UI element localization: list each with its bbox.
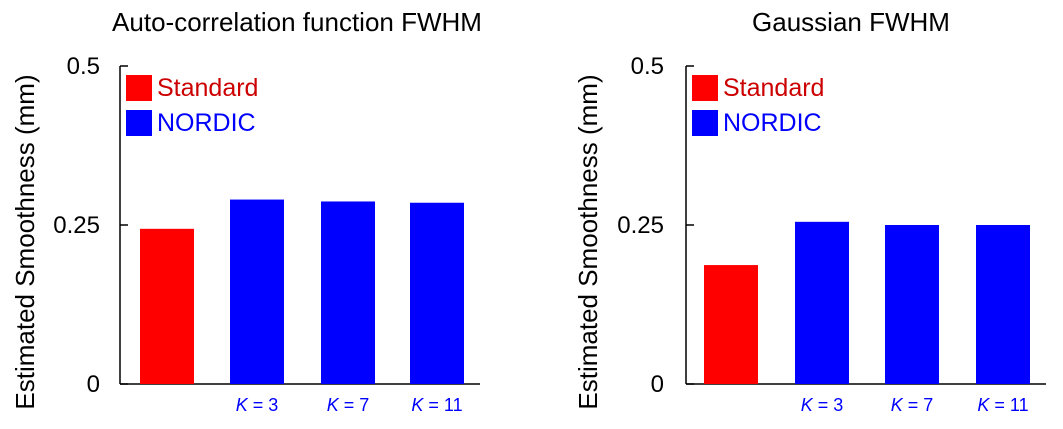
legend-swatch-standard: [126, 75, 152, 101]
y-tick-label: 0.5: [67, 53, 100, 80]
x-tick-value: = 3: [813, 395, 844, 415]
y-tick-label: 0: [87, 371, 100, 398]
legend-label-standard: Standard: [723, 74, 824, 102]
x-tick-label: K = 11: [411, 395, 462, 415]
chart-title: Auto-correlation function FWHM: [112, 7, 482, 37]
x-tick-label: K = 3: [236, 395, 279, 415]
legend-swatch-nordic: [126, 110, 152, 136]
x-tick-k: K: [891, 395, 904, 415]
legend-label-nordic: NORDIC: [723, 109, 822, 137]
x-tick-k: K: [801, 395, 814, 415]
bar-nordic-2: [795, 221, 849, 384]
bar-standard-1: [704, 265, 758, 384]
y-tick-label: 0.5: [631, 53, 664, 80]
x-tick-label: K = 3: [801, 395, 844, 415]
x-tick-value: = 11: [423, 395, 462, 415]
bar-nordic-4: [410, 202, 464, 384]
x-tick-label: K = 11: [977, 395, 1028, 415]
bar-standard-1: [140, 228, 194, 384]
x-tick-k: K: [327, 395, 340, 415]
x-tick-value: = 7: [903, 395, 934, 415]
y-tick-label: 0: [651, 371, 664, 398]
legend-label-standard: Standard: [157, 74, 258, 102]
legend-label-nordic: NORDIC: [157, 109, 256, 137]
legend: Standard NORDIC: [126, 74, 258, 137]
x-tick-k: K: [236, 395, 249, 415]
y-axis-label: Estimated Smoothness (mm): [10, 74, 40, 409]
x-tick-value: = 7: [339, 395, 370, 415]
chart-panel-1: Auto-correlation function FWHM Estimated …: [10, 7, 482, 415]
y-tick-label: 0.25: [53, 212, 100, 239]
chart-panel-2: Gaussian FWHM Estimated Smoothness (mm) 0 0…: [573, 7, 1046, 415]
bar-nordic-3: [321, 201, 375, 384]
legend-swatch-nordic: [692, 110, 718, 136]
x-tick-value: = 3: [248, 395, 279, 415]
x-tick-k: K: [977, 395, 990, 415]
legend: Standard NORDIC: [692, 74, 824, 137]
x-tick-label: K = 7: [891, 395, 934, 415]
x-tick-k: K: [411, 395, 424, 415]
bar-nordic-4: [976, 225, 1030, 384]
y-axis-label: Estimated Smoothness (mm): [573, 74, 603, 409]
x-tick-label: K = 7: [327, 395, 370, 415]
chart-title: Gaussian FWHM: [752, 7, 950, 37]
y-tick-label: 0.25: [617, 212, 664, 239]
bar-nordic-3: [885, 225, 939, 384]
x-tick-value: = 11: [989, 395, 1028, 415]
bar-nordic-2: [230, 199, 284, 384]
legend-swatch-standard: [692, 75, 718, 101]
